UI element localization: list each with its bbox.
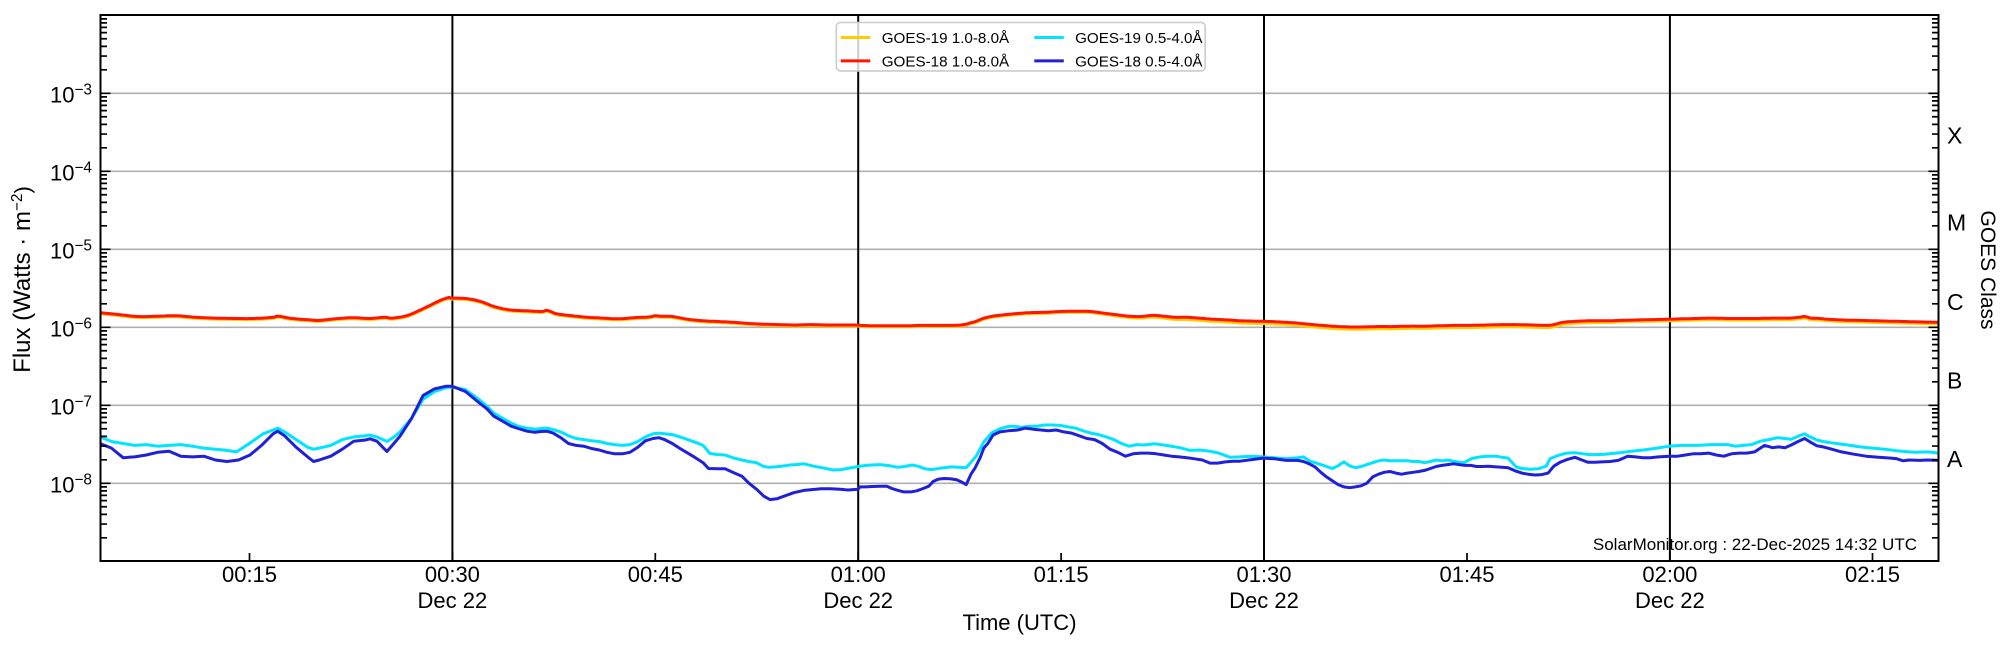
- svg-text:Dec 22: Dec 22: [823, 588, 893, 613]
- svg-text:GOES-19 0.5-4.0Å: GOES-19 0.5-4.0Å: [1075, 30, 1203, 47]
- svg-text:00:15: 00:15: [222, 562, 277, 587]
- svg-text:Dec 22: Dec 22: [1229, 588, 1299, 613]
- svg-text:GOES-18 1.0-8.0Å: GOES-18 1.0-8.0Å: [882, 53, 1010, 70]
- svg-text:01:15: 01:15: [1034, 562, 1089, 587]
- svg-text:C: C: [1947, 289, 1964, 315]
- svg-text:GOES-18 0.5-4.0Å: GOES-18 0.5-4.0Å: [1075, 53, 1203, 70]
- svg-text:SolarMonitor.org : 22-Dec-2025: SolarMonitor.org : 22-Dec-2025 14:32 UTC: [1593, 535, 1917, 554]
- svg-text:GOES-19 1.0-8.0Å: GOES-19 1.0-8.0Å: [882, 30, 1010, 47]
- svg-text:01:45: 01:45: [1439, 562, 1494, 587]
- svg-text:02:00: 02:00: [1642, 562, 1697, 587]
- svg-text:Flux (Watts · m−2): Flux (Watts · m−2): [9, 186, 36, 373]
- svg-text:00:45: 00:45: [628, 562, 683, 587]
- svg-text:10−7: 10−7: [50, 393, 92, 419]
- svg-text:10−3: 10−3: [50, 81, 92, 107]
- svg-text:X: X: [1947, 123, 1962, 149]
- svg-text:02:15: 02:15: [1845, 562, 1900, 587]
- svg-text:10−8: 10−8: [50, 471, 92, 497]
- svg-text:Dec 22: Dec 22: [1635, 588, 1705, 613]
- svg-text:00:30: 00:30: [425, 562, 480, 587]
- svg-text:M: M: [1947, 210, 1966, 236]
- svg-text:Dec 22: Dec 22: [418, 588, 488, 613]
- svg-text:A: A: [1947, 446, 1963, 472]
- svg-text:01:30: 01:30: [1236, 562, 1291, 587]
- svg-text:01:00: 01:00: [831, 562, 886, 587]
- svg-text:B: B: [1947, 368, 1962, 394]
- svg-text:GOES Class: GOES Class: [1976, 210, 1999, 329]
- svg-text:Time (UTC): Time (UTC): [962, 610, 1076, 635]
